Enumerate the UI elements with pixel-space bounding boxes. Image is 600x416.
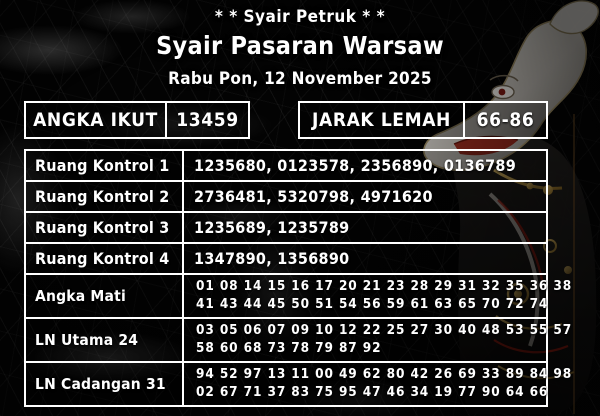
row-value-line: 2736481, 5320798, 4971620 [194,187,433,206]
header-kicker: * * Syair Petruk * * [214,7,386,27]
row-value-line: 94 52 97 13 11 00 49 62 80 42 26 69 33 8… [196,366,573,383]
jarak-lemah-box: JARAK LEMAH 66-86 [298,101,548,139]
row-label: Ruang Kontrol 1 [26,151,184,180]
row-value: 1235680, 0123578, 2356890, 0136789 [184,151,546,180]
page-title: Syair Pasaran Warsaw [156,30,444,60]
table-row: Ruang Kontrol 2 2736481, 5320798, 497162… [26,182,546,213]
header-date: Rabu Pon, 12 November 2025 [168,69,432,90]
row-value-line: 58 60 68 73 78 79 87 92 [196,340,382,356]
row-label: LN Utama 24 [26,319,184,361]
row-value-line: 41 43 44 45 50 51 54 56 59 61 63 65 70 7… [196,296,549,312]
row-value: 1235689, 1235789 [184,213,546,242]
row-value-line: 02 67 71 37 83 75 95 47 46 34 19 77 90 6… [196,384,549,400]
row-value-line: 1235680, 0123578, 2356890, 0136789 [194,156,517,175]
row-value-line: 03 05 06 07 09 10 12 22 25 27 30 40 48 5… [196,322,573,339]
table-row: LN Cadangan 31 94 52 97 13 11 00 49 62 8… [26,363,571,405]
row-value: 01 08 14 15 16 17 20 21 23 28 29 31 32 3… [184,275,576,317]
prediction-table: Ruang Kontrol 1 1235680, 0123578, 235689… [24,149,571,407]
row-value-line: 01 08 14 15 16 17 20 21 23 28 29 31 32 3… [196,278,573,295]
jarak-lemah-value: 66-86 [463,103,546,137]
row-label: Ruang Kontrol 3 [26,213,184,242]
row-label: LN Cadangan 31 [26,363,184,405]
table-row: Angka Mati 01 08 14 15 16 17 20 21 23 28… [26,275,571,319]
angka-ikut-label: ANGKA IKUT [33,109,158,131]
angka-ikut-box: ANGKA IKUT 13459 [24,101,250,139]
row-label: Angka Mati [26,275,184,317]
row-label: Ruang Kontrol 4 [26,244,184,273]
poster-header: * * Syair Petruk * * Syair Pasaran Warsa… [0,6,600,89]
jarak-lemah-label: JARAK LEMAH [312,109,451,131]
row-value-line: 1347890, 1356890 [194,249,350,268]
table-row: Ruang Kontrol 1 1235680, 0123578, 235689… [26,151,546,182]
row-value: 1347890, 1356890 [184,244,546,273]
row-value-line: 1235689, 1235789 [194,218,350,237]
row-value: 94 52 97 13 11 00 49 62 80 42 26 69 33 8… [184,363,576,405]
row-label: Ruang Kontrol 2 [26,182,184,211]
angka-ikut-value: 13459 [165,103,248,137]
row-value: 03 05 06 07 09 10 12 22 25 27 30 40 48 5… [184,319,576,361]
row-value: 2736481, 5320798, 4971620 [184,182,546,211]
summary-row: ANGKA IKUT 13459 JARAK LEMAH 66-86 [24,101,548,139]
table-row: Ruang Kontrol 4 1347890, 1356890 [26,244,546,275]
table-row: Ruang Kontrol 3 1235689, 1235789 [26,213,546,244]
table-row: LN Utama 24 03 05 06 07 09 10 12 22 25 2… [26,319,571,363]
